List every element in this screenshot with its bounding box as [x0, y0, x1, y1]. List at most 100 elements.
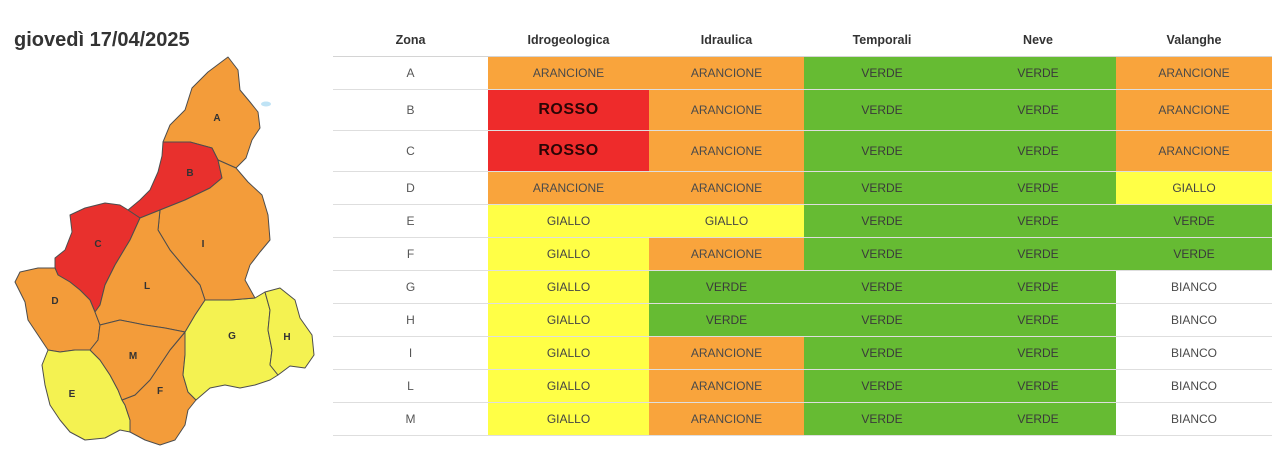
table-row: H GIALLO VERDE VERDE VERDE BIANCO — [333, 303, 1272, 337]
zone-cell: C — [333, 130, 488, 172]
zone-cell: A — [333, 56, 488, 90]
alert-level-cell: VERDE — [960, 402, 1116, 436]
header-valanghe: Valanghe — [1116, 24, 1272, 57]
zone-cell: F — [333, 237, 488, 271]
table-row: L GIALLO ARANCIONE VERDE VERDE BIANCO — [333, 369, 1272, 403]
alert-level-cell: VERDE — [804, 336, 960, 370]
alert-level-cell: VERDE — [649, 270, 804, 304]
header-row: Zona Idrogeologica Idraulica Temporali N… — [333, 24, 1272, 57]
zone-cell: E — [333, 204, 488, 238]
zone-h-area[interactable] — [264, 287, 315, 376]
table-row: G GIALLO VERDE VERDE VERDE BIANCO — [333, 270, 1272, 304]
alert-level-cell: VERDE — [960, 336, 1116, 370]
zone-e-label: E — [69, 389, 76, 400]
alert-level-cell: VERDE — [804, 237, 960, 271]
alert-level-cell: ARANCIONE — [488, 171, 649, 205]
alert-level-cell: VERDE — [804, 89, 960, 131]
alert-level-cell: ARANCIONE — [1116, 130, 1272, 172]
zone-h-label: H — [283, 332, 290, 343]
table-row: C ROSSO ARANCIONE VERDE VERDE ARANCIONE — [333, 130, 1272, 172]
alert-table-body: A ARANCIONE ARANCIONE VERDE VERDE ARANCIONE B R… — [333, 56, 1272, 436]
zone-map: A B C D E F G H I L M — [14, 56, 315, 446]
zone-cell: G — [333, 270, 488, 304]
alert-level-cell: GIALLO — [649, 204, 804, 238]
zone-i-label: I — [202, 239, 205, 250]
header-zona: Zona — [333, 24, 488, 57]
table-row: A ARANCIONE ARANCIONE VERDE VERDE ARANCIONE — [333, 56, 1272, 90]
alert-level-cell: VERDE — [960, 270, 1116, 304]
zone-cell: H — [333, 303, 488, 337]
alert-level-cell: VERDE — [804, 270, 960, 304]
alert-level-cell: VERDE — [960, 89, 1116, 131]
alert-level-cell: BIANCO — [1116, 336, 1272, 370]
alert-level-cell: VERDE — [1116, 237, 1272, 271]
alert-level-cell: VERDE — [960, 130, 1116, 172]
alert-level-cell: VERDE — [804, 303, 960, 337]
zone-c-label: C — [94, 239, 101, 250]
zone-cell: B — [333, 89, 488, 131]
header-temporali: Temporali — [804, 24, 960, 57]
alert-level-cell: ARANCIONE — [649, 402, 804, 436]
alert-level-cell: ARANCIONE — [649, 89, 804, 131]
zone-d-label: D — [51, 296, 58, 307]
alert-level-cell: BIANCO — [1116, 369, 1272, 403]
zone-cell: L — [333, 369, 488, 403]
table-row: M GIALLO ARANCIONE VERDE VERDE BIANCO — [333, 402, 1272, 436]
alert-level-cell: GIALLO — [488, 336, 649, 370]
alert-level-cell: VERDE — [960, 56, 1116, 90]
alert-level-cell: ARANCIONE — [649, 56, 804, 90]
zone-f-label: F — [157, 386, 163, 397]
zone-m-area[interactable] — [89, 319, 186, 401]
alert-level-cell: ARANCIONE — [649, 336, 804, 370]
header-idrogeologica: Idrogeologica — [488, 24, 649, 57]
header-idraulica: Idraulica — [649, 24, 804, 57]
zone-cell: M — [333, 402, 488, 436]
alert-level-cell: VERDE — [804, 204, 960, 238]
table-row: I GIALLO ARANCIONE VERDE VERDE BIANCO — [333, 336, 1272, 370]
alert-level-cell: ROSSO — [488, 89, 649, 131]
table-row: E GIALLO GIALLO VERDE VERDE VERDE — [333, 204, 1272, 238]
alert-table-header: Zona Idrogeologica Idraulica Temporali N… — [333, 24, 1272, 57]
alert-level-cell: VERDE — [1116, 204, 1272, 238]
zone-g-label: G — [228, 331, 236, 342]
alert-level-cell: ARANCIONE — [649, 130, 804, 172]
alert-level-cell: ROSSO — [488, 130, 649, 172]
alert-level-cell: ARANCIONE — [649, 369, 804, 403]
table-row: D ARANCIONE ARANCIONE VERDE VERDE GIALLO — [333, 171, 1272, 205]
lake-shape — [261, 101, 271, 107]
alert-level-cell: GIALLO — [488, 402, 649, 436]
bulletin-date-title: giovedì 17/04/2025 — [14, 29, 190, 51]
zone-cell: D — [333, 171, 488, 205]
alert-level-cell: GIALLO — [488, 237, 649, 271]
alert-level-cell: VERDE — [804, 402, 960, 436]
zone-l-label: L — [144, 281, 150, 292]
alert-level-cell: ARANCIONE — [649, 171, 804, 205]
alert-level-cell: VERDE — [960, 171, 1116, 205]
alert-level-cell: VERDE — [960, 369, 1116, 403]
zone-m-label: M — [129, 351, 137, 362]
alert-level-cell: VERDE — [804, 369, 960, 403]
alert-level-cell: GIALLO — [488, 369, 649, 403]
alert-level-cell: VERDE — [649, 303, 804, 337]
alert-level-cell: VERDE — [960, 204, 1116, 238]
alert-level-cell: GIALLO — [488, 303, 649, 337]
alert-table: Zona Idrogeologica Idraulica Temporali N… — [333, 24, 1272, 436]
zone-a-label: A — [213, 113, 220, 124]
alert-level-cell: GIALLO — [1116, 171, 1272, 205]
zone-cell: I — [333, 336, 488, 370]
alert-level-cell: BIANCO — [1116, 270, 1272, 304]
alert-level-cell: ARANCIONE — [1116, 89, 1272, 131]
alert-level-cell: BIANCO — [1116, 303, 1272, 337]
header-neve: Neve — [960, 24, 1116, 57]
alert-level-cell: GIALLO — [488, 204, 649, 238]
alert-level-cell: ARANCIONE — [488, 56, 649, 90]
alert-level-cell: VERDE — [804, 56, 960, 90]
alert-level-cell: GIALLO — [488, 270, 649, 304]
alert-level-cell: VERDE — [804, 171, 960, 205]
alert-level-cell: BIANCO — [1116, 402, 1272, 436]
table-row: B ROSSO ARANCIONE VERDE VERDE ARANCIONE — [333, 89, 1272, 131]
alert-level-cell: VERDE — [804, 130, 960, 172]
alert-level-cell: ARANCIONE — [1116, 56, 1272, 90]
alert-level-cell: VERDE — [960, 303, 1116, 337]
zone-b-label: B — [186, 168, 193, 179]
